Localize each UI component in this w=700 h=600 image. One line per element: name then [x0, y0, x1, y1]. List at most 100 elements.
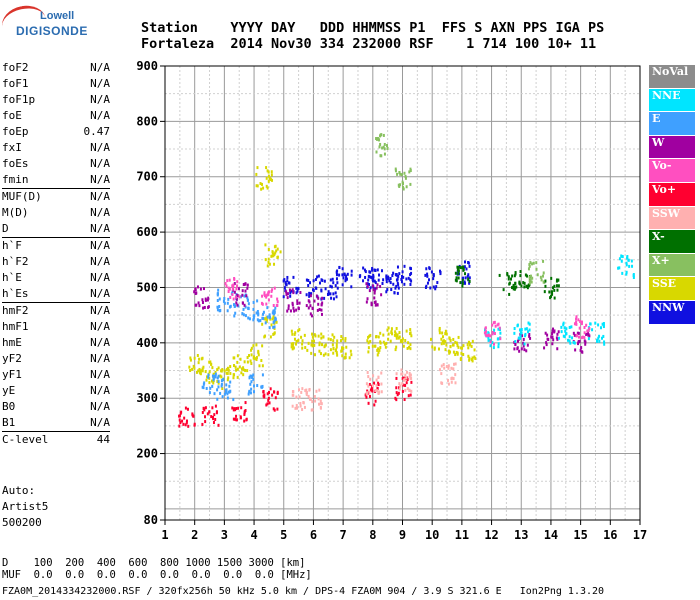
- echo-point: [345, 277, 348, 281]
- echo-point: [195, 370, 198, 374]
- echo-point: [563, 326, 566, 330]
- echo-point: [211, 384, 214, 388]
- echo-point: [350, 285, 353, 289]
- echo-point: [314, 334, 317, 338]
- echo-point: [375, 334, 378, 338]
- echo-point: [311, 400, 314, 404]
- echo-point: [513, 331, 516, 335]
- echo-point: [463, 260, 466, 264]
- echo-point: [620, 259, 623, 263]
- echo-point: [382, 145, 385, 149]
- param-row-md: M(D) N/A: [2, 205, 110, 221]
- echo-point: [219, 391, 222, 395]
- echo-point: [270, 170, 273, 174]
- echo-point: [248, 390, 251, 394]
- echo-point: [274, 244, 277, 248]
- echo-point: [332, 281, 335, 285]
- param-label: yE: [2, 384, 16, 397]
- param-value: N/A: [90, 352, 110, 365]
- echo-point: [383, 152, 386, 156]
- legend-item-sse: SSE: [649, 277, 695, 300]
- echo-point: [631, 264, 634, 268]
- echo-point: [507, 277, 510, 281]
- echo-point: [225, 284, 228, 288]
- echo-point: [228, 287, 231, 291]
- echo-point: [228, 278, 231, 282]
- echo-point: [238, 365, 241, 369]
- echo-point: [241, 293, 244, 297]
- echo-point: [520, 347, 523, 351]
- series-vo: [224, 277, 591, 346]
- param-value: 44: [96, 433, 110, 446]
- echo-point: [232, 297, 235, 301]
- echo-point: [211, 366, 214, 370]
- echo-point: [391, 274, 394, 278]
- echo-point: [263, 291, 266, 295]
- logo-line2: DIGISONDE: [16, 24, 88, 38]
- echo-point: [499, 337, 502, 341]
- echo-point: [467, 354, 470, 358]
- echo-point: [454, 271, 457, 275]
- echo-point: [410, 279, 413, 283]
- echo-point: [564, 329, 567, 333]
- echo-point: [261, 364, 264, 368]
- echo-point: [369, 339, 372, 343]
- param-value: N/A: [90, 400, 110, 413]
- echo-point: [273, 319, 276, 323]
- echo-point: [461, 281, 464, 285]
- echo-point: [578, 339, 581, 343]
- echo-point: [232, 376, 235, 380]
- echo-point: [350, 273, 353, 277]
- echo-point: [341, 346, 344, 350]
- echo-point: [236, 375, 239, 379]
- echo-point: [274, 396, 277, 400]
- echo-point: [565, 327, 568, 331]
- echo-point: [257, 351, 260, 355]
- echo-point: [465, 267, 468, 271]
- echo-point: [255, 356, 258, 360]
- echo-point: [246, 283, 249, 287]
- echo-point: [198, 357, 201, 361]
- echo-point: [184, 423, 187, 427]
- echo-point: [201, 385, 204, 389]
- echo-point: [214, 372, 217, 376]
- echo-point: [374, 389, 377, 393]
- echo-point: [484, 330, 487, 334]
- echo-point: [212, 376, 215, 380]
- echo-point: [301, 387, 304, 391]
- echo-point: [544, 331, 547, 335]
- echo-point: [553, 284, 556, 288]
- echo-point: [290, 345, 293, 349]
- echo-point: [214, 375, 217, 379]
- echo-point: [318, 349, 321, 353]
- echo-point: [226, 301, 229, 305]
- echo-point: [267, 174, 270, 178]
- echo-point: [463, 280, 466, 284]
- echo-point: [247, 307, 250, 311]
- echo-point: [445, 332, 448, 336]
- echo-point: [265, 184, 268, 188]
- echo-point: [499, 331, 502, 335]
- echo-point: [217, 374, 220, 378]
- echo-point: [406, 378, 409, 382]
- echo-point: [275, 320, 278, 324]
- echo-point: [598, 339, 601, 343]
- echo-point: [179, 421, 182, 425]
- param-row-hmf1: hmF1 N/A: [2, 319, 110, 335]
- echo-point: [244, 282, 247, 286]
- echo-point: [266, 402, 269, 406]
- echo-point: [522, 281, 525, 285]
- param-row-foe: foE N/A: [2, 108, 110, 124]
- echo-point: [191, 413, 194, 417]
- x-tick-label: 6: [310, 528, 317, 542]
- echo-point: [377, 381, 380, 385]
- echo-point: [375, 286, 378, 290]
- param-label: h`E: [2, 271, 22, 284]
- echo-point: [216, 397, 219, 401]
- echo-point: [468, 280, 471, 284]
- echo-point: [577, 342, 580, 346]
- echo-point: [309, 294, 312, 298]
- echo-point: [268, 390, 271, 394]
- echo-point: [272, 303, 275, 307]
